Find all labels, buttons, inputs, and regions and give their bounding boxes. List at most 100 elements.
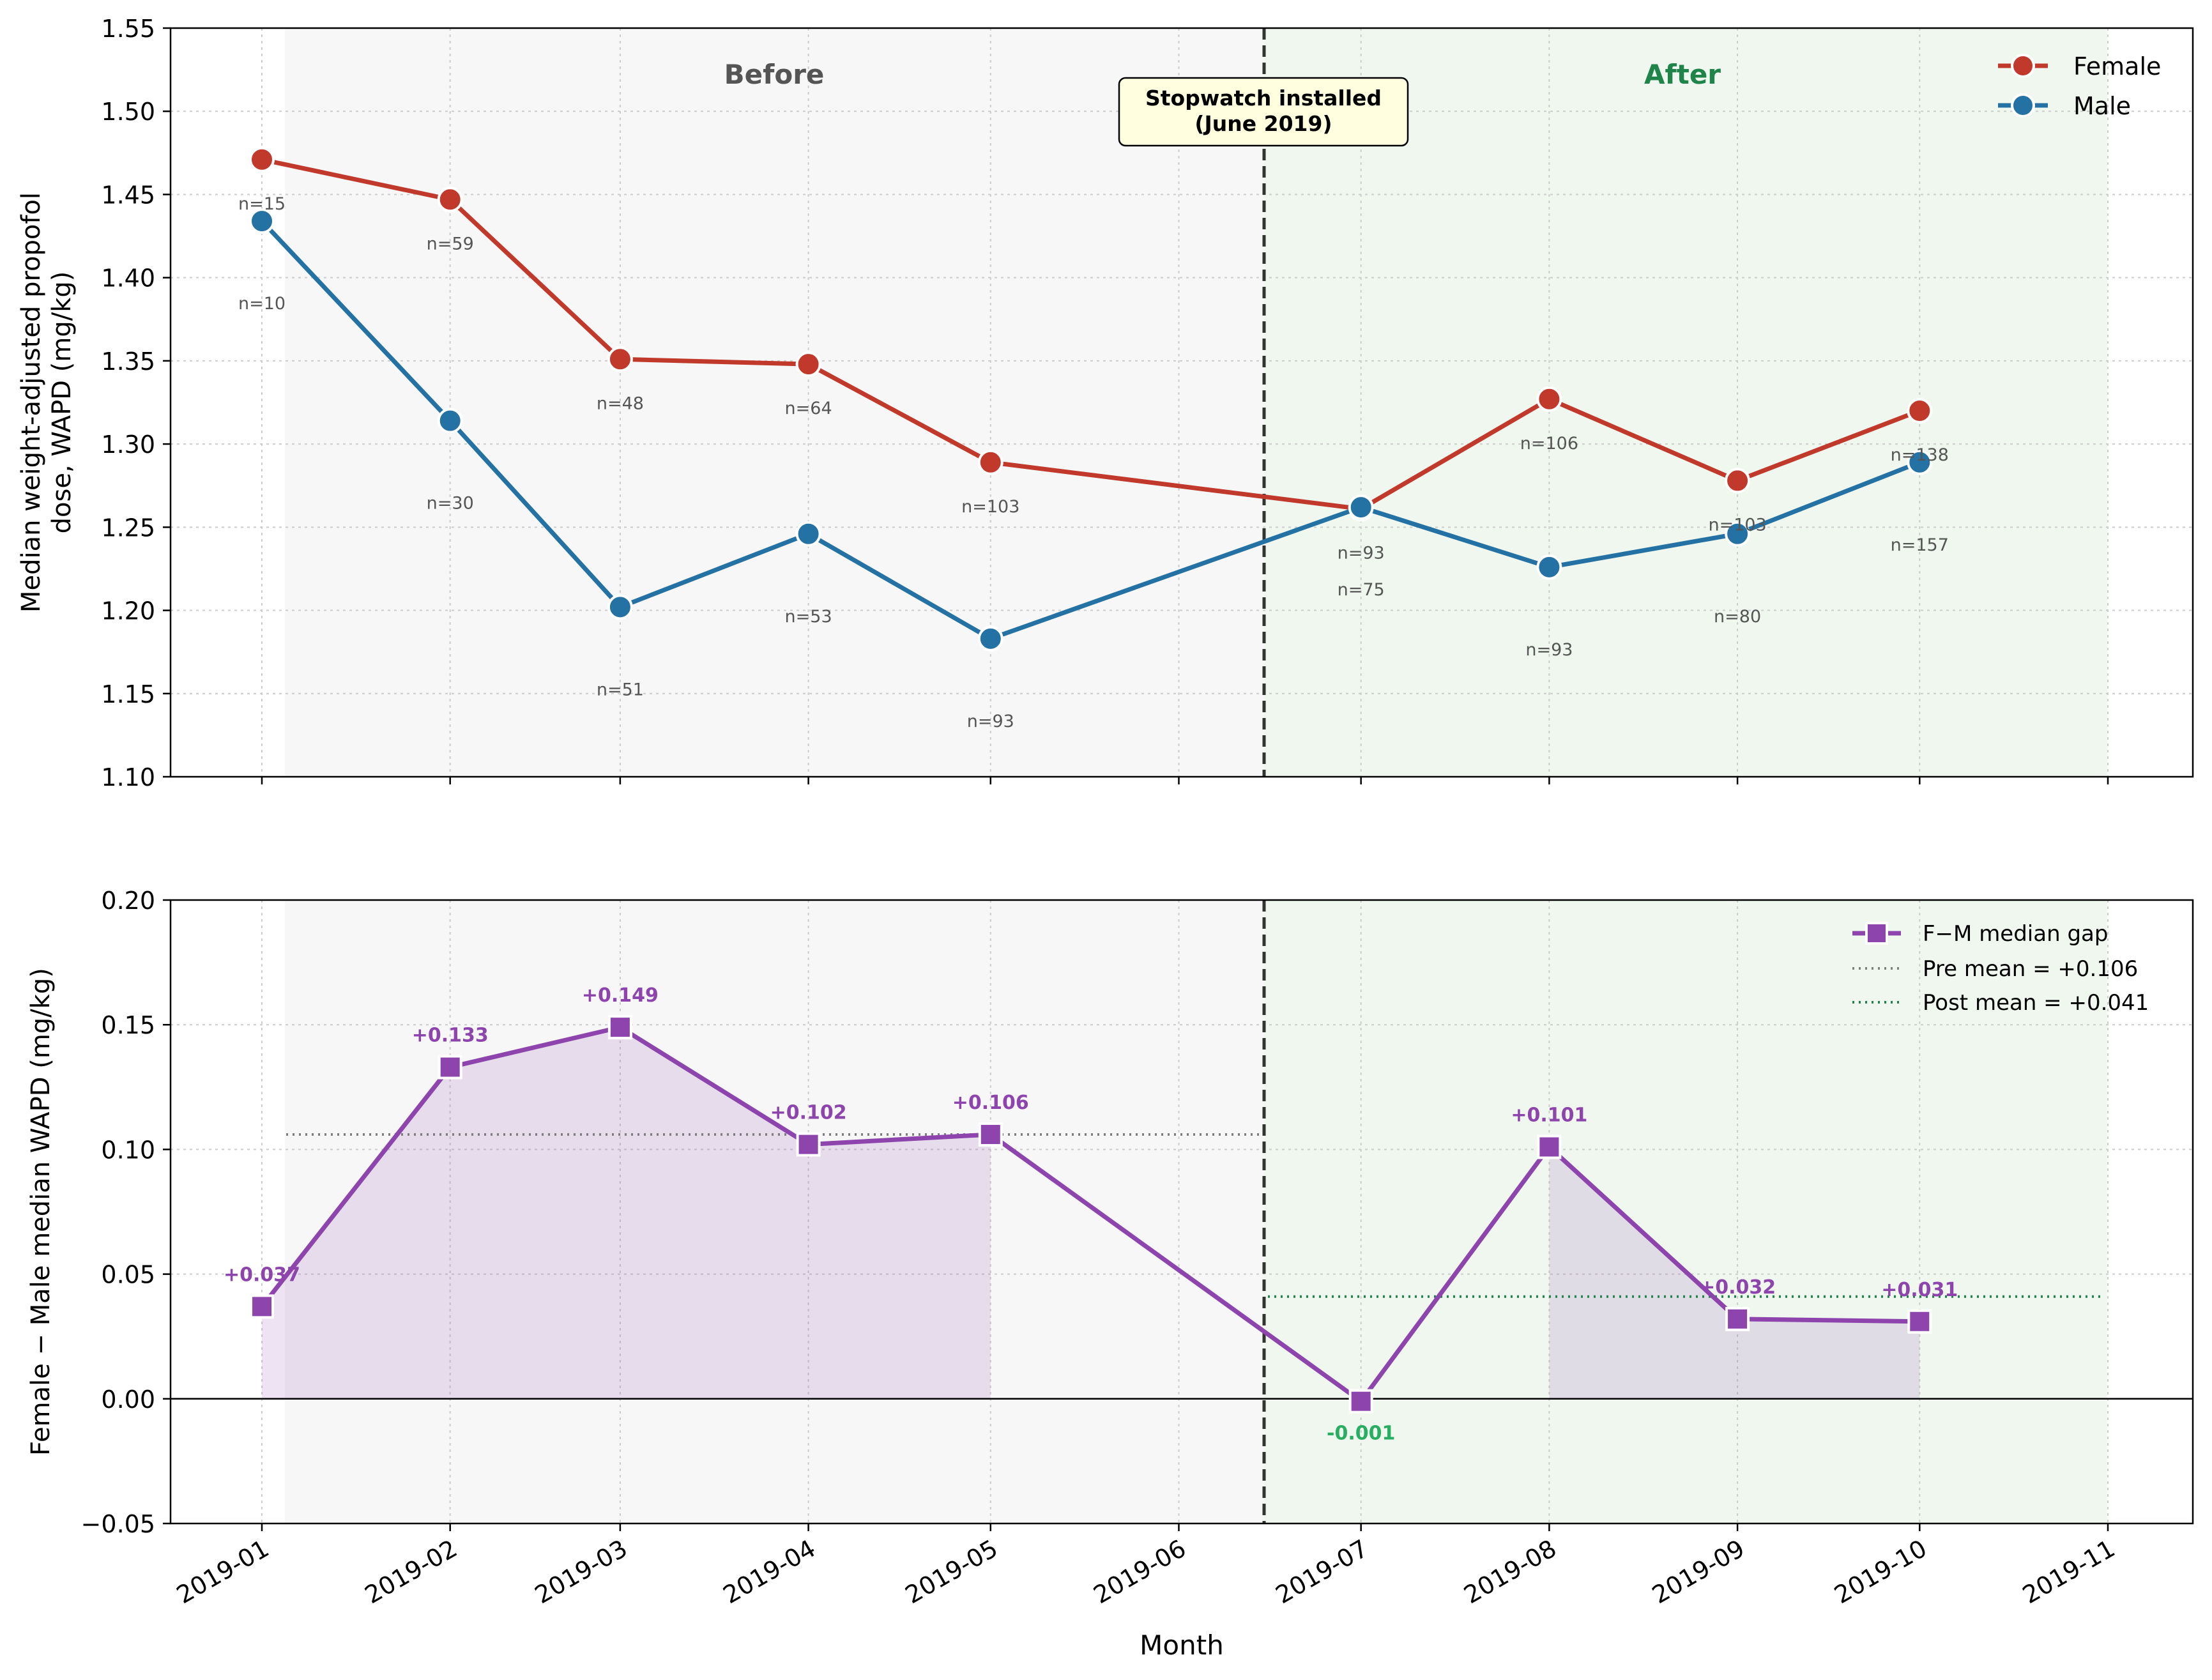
top-n-labels: n=15 n=59 n=48 n=64 n=103 n=93 n=106 n=103 n=138… <box>238 194 1949 731</box>
after-label: After <box>1644 59 1721 90</box>
top-x-ticks <box>261 777 2109 784</box>
top-point-male <box>249 208 275 234</box>
top-point-male <box>437 408 463 434</box>
gap-point <box>1348 1389 1373 1414</box>
legend-marker-female <box>2011 54 2035 78</box>
bottom-y-tick-label: 0.05 <box>101 1261 155 1289</box>
gap-point <box>1907 1309 1932 1334</box>
bottom-y-tick-label: 0.20 <box>101 887 155 915</box>
top-point-male <box>1907 449 1933 475</box>
top-axes-frame <box>169 27 2194 778</box>
x-tick-label: 2019-07 <box>1271 1534 1373 1609</box>
annotation-line-1: Stopwatch installed <box>1145 86 1382 111</box>
gap-value-label: +0.133 <box>412 1025 489 1047</box>
legend-label-male: Male <box>2073 92 2131 120</box>
top-n-label: n=103 <box>961 497 1019 517</box>
top-y-tick-label: 1.15 <box>101 680 155 708</box>
stopwatch-annotation: Stopwatch installed (June 2019) <box>1118 77 1409 147</box>
bottom-gap-fill <box>262 1027 1920 1399</box>
gap-point <box>1537 1134 1562 1159</box>
x-axis-label: Month <box>1140 1630 1224 1661</box>
gap-point <box>438 1055 462 1080</box>
top-legend: Female Male <box>1998 52 2161 120</box>
gap-point <box>1725 1306 1750 1331</box>
gap-value-label: +0.102 <box>770 1102 847 1124</box>
top-series <box>249 146 1933 652</box>
bottom-y-axis-label: Female − Male median WAPD (mg/kg) <box>26 968 56 1456</box>
top-y-axis-label-line: dose, WAPD (mg/kg) <box>47 271 77 534</box>
legend-label-female: Female <box>2073 52 2161 80</box>
gap-fill-pre <box>262 1027 991 1399</box>
top-point-female <box>249 146 275 172</box>
top-y-tick-label: 1.30 <box>101 431 155 459</box>
gap-point <box>250 1294 274 1319</box>
x-tick-label: 2019-09 <box>1647 1534 1750 1609</box>
x-tick-label: 2019-06 <box>1088 1534 1191 1609</box>
top-point-female <box>607 346 633 372</box>
top-y-tick-label: 1.40 <box>101 264 155 293</box>
gap-value-label: +0.106 <box>952 1092 1029 1114</box>
top-n-label: n=64 <box>785 399 832 418</box>
top-n-label: n=93 <box>967 712 1014 731</box>
bottom-legend: F−M median gap Pre mean = +0.106 Post mean… <box>1852 921 2149 1016</box>
top-point-male <box>1536 554 1562 580</box>
bottom-y-tick-label: 0.10 <box>101 1136 155 1164</box>
bottom-y-ticks: −0.05 0.00 0.05 0.10 0.15 0.20 <box>81 887 171 1538</box>
top-point-male <box>1348 494 1374 521</box>
top-n-label: n=59 <box>427 234 474 254</box>
bottom-axes-frame <box>169 899 2194 1525</box>
gap-value-label: +0.032 <box>1699 1276 1776 1299</box>
top-point-female <box>1907 398 1933 424</box>
top-point-female <box>977 449 1003 475</box>
top-n-label: n=106 <box>1520 434 1578 454</box>
bottom-y-tick-label: 0.15 <box>101 1011 155 1039</box>
bottom-value-labels: +0.037 +0.133 +0.149 +0.102 +0.106 -0.001 +0.1… <box>224 984 1958 1445</box>
gap-point <box>796 1132 821 1157</box>
top-n-label: n=30 <box>427 494 474 514</box>
top-n-label: n=103 <box>1708 515 1766 535</box>
top-y-tick-label: 1.25 <box>101 514 155 542</box>
top-before-shade <box>285 28 1264 777</box>
top-y-tick-label: 1.45 <box>101 181 155 209</box>
top-n-label: n=53 <box>785 607 832 627</box>
gap-point <box>978 1122 1003 1147</box>
legend-marker-male <box>2011 93 2035 118</box>
bottom-reference-lines <box>286 1133 2101 1298</box>
top-n-label: n=75 <box>1338 580 1385 600</box>
top-n-label: n=80 <box>1714 607 1761 627</box>
x-tick-label: 2019-03 <box>530 1534 632 1609</box>
bottom-x-ticks: 2019-01 2019-02 2019-03 2019-04 2019-05 2019-… <box>172 1523 2120 1609</box>
x-tick-label: 2019-05 <box>901 1534 1003 1609</box>
top-y-axis-label: Median weight-adjusted propofol dose, WAP… <box>17 192 77 613</box>
top-y-tick-label: 1.50 <box>101 98 155 126</box>
top-point-male <box>1725 521 1751 547</box>
gap-value-label: +0.149 <box>582 984 659 1007</box>
top-n-label: n=93 <box>1338 544 1385 563</box>
x-tick-label: 2019-10 <box>1829 1534 1932 1609</box>
x-tick-label: 2019-01 <box>172 1534 274 1609</box>
legend-label-gap: F−M median gap <box>1923 921 2108 947</box>
legend-label-pre-mean: Pre mean = +0.106 <box>1923 956 2138 982</box>
x-tick-label: 2019-04 <box>719 1534 821 1609</box>
top-point-female <box>1536 386 1562 412</box>
top-y-tick-label: 1.55 <box>101 15 155 43</box>
top-y-tick-label: 1.20 <box>101 597 155 625</box>
bottom-y-tick-label: 0.00 <box>101 1386 155 1414</box>
top-y-tick-label: 1.10 <box>101 763 155 791</box>
top-n-label: n=51 <box>597 680 644 699</box>
top-y-tick-label: 1.35 <box>101 347 155 376</box>
top-n-label: n=10 <box>238 294 286 314</box>
top-point-male <box>795 521 821 547</box>
x-tick-label: 2019-02 <box>360 1534 462 1609</box>
x-tick-label: 2019-11 <box>2018 1534 2120 1609</box>
gap-value-label: +0.037 <box>224 1264 300 1286</box>
top-point-female <box>795 351 821 378</box>
top-n-label: n=15 <box>238 194 286 214</box>
annotation-box <box>1118 77 1409 147</box>
top-y-axis-label-line: Median weight-adjusted propofol <box>17 192 46 613</box>
top-panel: 1.10 1.15 1.20 1.25 1.30 1.35 1.40 1.45 1.50 1.55… <box>17 15 2194 791</box>
top-point-female <box>1725 468 1751 494</box>
bottom-after-shade <box>1264 900 2107 1523</box>
gap-value-label: +0.101 <box>1511 1104 1587 1126</box>
